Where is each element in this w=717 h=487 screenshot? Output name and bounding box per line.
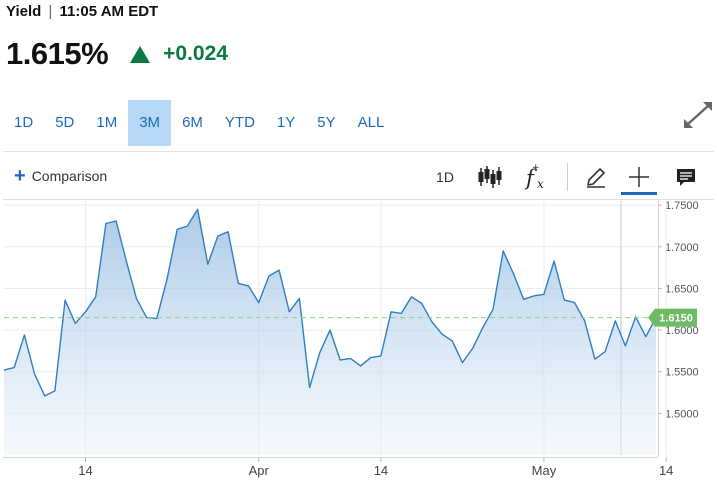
x-tick-label: May [532,463,557,478]
y-tick-label: 1.6500 [665,283,699,295]
plus-icon: + [14,165,26,187]
y-tick-label: 1.5500 [665,367,699,379]
crosshair-active-indicator [621,192,657,195]
range-1m[interactable]: 1M [96,114,118,131]
price-change: +0.024 [163,42,228,65]
expand-icon[interactable] [683,101,713,129]
range-1y[interactable]: 1Y [276,114,296,131]
candlestick-icon [478,166,502,188]
chart-type-button[interactable] [474,160,506,194]
y-tick-label: 1.6000 [665,325,699,337]
range-5d[interactable]: 5D [55,114,75,131]
pencil-icon [587,168,605,188]
function-icon: f x + [524,163,544,191]
yield-label: Yield [6,3,42,20]
quote-header: Yield | 11:05 AM EDT [6,3,158,20]
header-separator: | [48,3,53,20]
current-value-label: 1.6150 [659,313,693,325]
y-tick-label: 1.7000 [665,242,699,254]
crosshair-button[interactable] [621,160,657,194]
toolbar-separator [567,163,568,191]
y-tick-label: 1.7500 [665,200,699,212]
range-3m[interactable]: 3M [128,100,172,146]
range-ytd[interactable]: YTD [224,114,255,131]
svg-text:f: f [524,166,537,190]
comment-icon [677,169,695,186]
range-5y[interactable]: 5Y [317,114,336,131]
x-tick-label: Apr [249,463,270,478]
range-all[interactable]: ALL [357,114,385,131]
x-tick-label: 14 [659,463,673,478]
crosshair-icon [629,167,649,187]
draw-button[interactable] [580,160,612,194]
comparison-label: Comparison [31,168,108,184]
quote-time: 11:05 AM EDT [59,3,159,20]
svg-text:+: + [532,163,540,173]
toolbar-divider [3,151,714,152]
range-6m[interactable]: 6M [182,114,203,131]
range-1d[interactable]: 1D [14,114,34,131]
current-value-marker [648,308,697,327]
quote-summary: 1.615% +0.024 [6,36,228,72]
interval-button[interactable]: 1D [436,169,454,185]
svg-text:x: x [537,177,544,191]
comparison-button[interactable]: + Comparison [14,166,107,186]
x-tick-label: 14 [78,463,92,478]
up-arrow-icon [130,45,151,63]
price-value: 1.615% [6,36,109,71]
annotation-button[interactable] [670,160,702,194]
yield-chart[interactable]: 1.7500 1.7000 1.6500 1.6000 1.5500 1.5000 14 Ap… [0,199,717,487]
yield-line [3,208,657,397]
x-tick-label: 14 [374,463,388,478]
studies-button[interactable]: f x + [522,160,554,194]
range-selector: 1D 5D 1M 3M 6M YTD 1Y 5Y ALL [3,100,395,146]
y-tick-label: 1.5000 [665,408,699,420]
